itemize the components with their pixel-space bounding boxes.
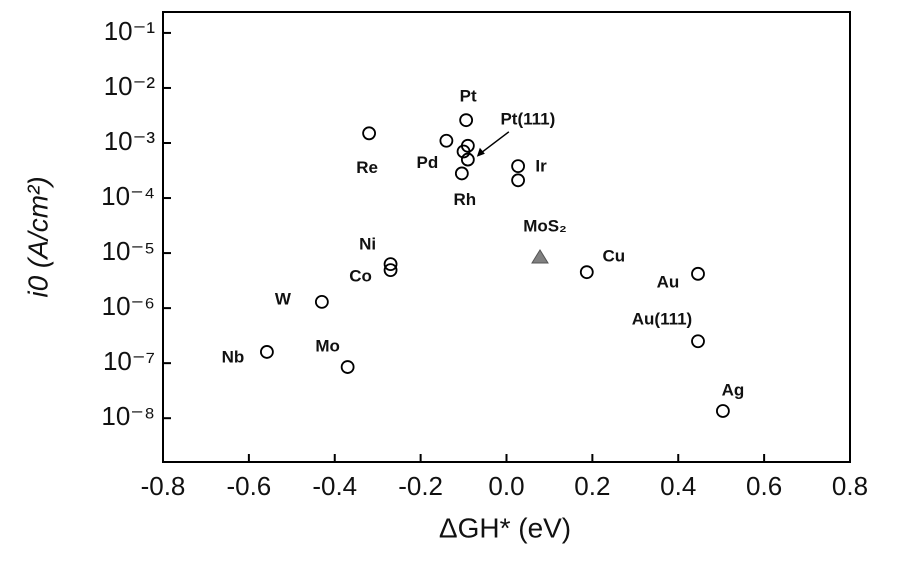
- y-tick-label: 10⁻⁶: [102, 291, 155, 321]
- y-tick-label: 10⁻⁵: [102, 236, 155, 266]
- data-point: [579, 265, 594, 280]
- y-tick-label: 10⁻¹: [104, 16, 156, 46]
- point-label: Ag: [722, 381, 745, 400]
- x-tick-label: 0.4: [660, 471, 696, 501]
- point-label: Pt(111): [500, 109, 555, 128]
- y-tick-label: 10⁻⁴: [101, 181, 155, 211]
- y-tick-label: 10⁻⁸: [101, 401, 155, 431]
- x-tick-label: 0.0: [488, 471, 524, 501]
- data-point: [691, 334, 705, 349]
- data-point: [459, 113, 474, 128]
- point-label: Pt: [460, 87, 477, 106]
- data-point: [716, 404, 730, 418]
- x-tick-label: -0.2: [398, 471, 443, 501]
- data-point: [511, 173, 525, 188]
- data-point: [531, 249, 549, 264]
- data-point: [383, 263, 398, 278]
- data-point: [454, 166, 469, 181]
- data-point: [340, 360, 355, 374]
- arrow-head: [476, 147, 485, 157]
- x-tick-label: -0.4: [312, 471, 357, 501]
- point-label: Cu: [602, 247, 625, 266]
- point-label: Nb: [222, 347, 245, 366]
- x-tick-label: 0.6: [746, 471, 782, 501]
- data-point: [383, 257, 398, 272]
- point-label: Pd: [417, 153, 439, 172]
- data-point: [439, 133, 454, 148]
- x-tick-label: -0.8: [141, 471, 186, 501]
- data-point: [260, 345, 274, 359]
- y-tick-label: 10⁻³: [104, 126, 156, 156]
- data-point: [456, 144, 471, 159]
- point-label: Ir: [535, 157, 547, 176]
- data-point: [511, 159, 525, 174]
- annotation-arrow: [479, 131, 510, 155]
- data-point: [691, 266, 705, 281]
- x-axis-title: ΔGH* (eV): [439, 512, 571, 543]
- y-tick-label: 10⁻⁷: [103, 346, 155, 376]
- point-label: MoS₂: [523, 216, 566, 235]
- point-label: Mo: [315, 337, 340, 356]
- data-point: [314, 294, 329, 309]
- point-label: Au: [657, 272, 680, 291]
- point-label: Rh: [454, 190, 477, 209]
- x-tick-label: 0.8: [832, 471, 868, 501]
- y-axis-title: i0 (A/cm²): [22, 176, 53, 297]
- x-tick-label: 0.2: [574, 471, 610, 501]
- plot-frame: [162, 11, 851, 463]
- point-label: Co: [349, 267, 372, 286]
- point-label: W: [275, 289, 292, 308]
- y-tick-label: 10⁻²: [104, 71, 156, 101]
- point-label: Au(111): [632, 310, 692, 329]
- x-tick-label: -0.6: [226, 471, 271, 501]
- data-point: [362, 126, 377, 141]
- data-point: [460, 152, 475, 167]
- point-label: Ni: [359, 235, 376, 254]
- point-label: Re: [356, 158, 378, 177]
